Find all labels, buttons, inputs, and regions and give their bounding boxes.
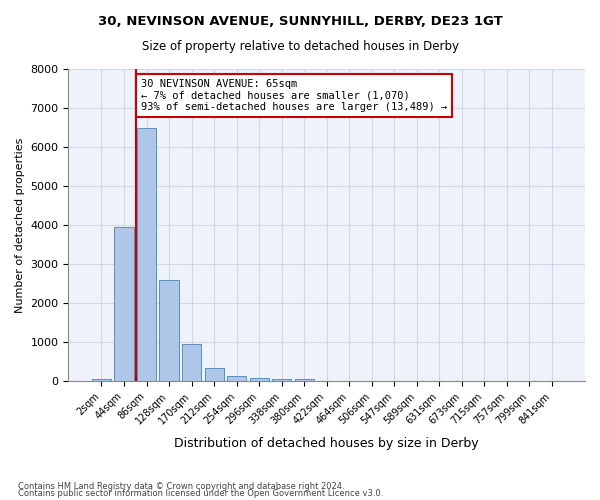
Text: Contains public sector information licensed under the Open Government Licence v3: Contains public sector information licen… <box>18 490 383 498</box>
Text: 30 NEVINSON AVENUE: 65sqm
← 7% of detached houses are smaller (1,070)
93% of sem: 30 NEVINSON AVENUE: 65sqm ← 7% of detach… <box>141 79 447 112</box>
Y-axis label: Number of detached properties: Number of detached properties <box>15 138 25 313</box>
Bar <box>295 379 314 381</box>
Bar <box>205 368 224 381</box>
Bar <box>227 376 246 381</box>
Bar <box>182 344 201 381</box>
Text: 30, NEVINSON AVENUE, SUNNYHILL, DERBY, DE23 1GT: 30, NEVINSON AVENUE, SUNNYHILL, DERBY, D… <box>98 15 502 28</box>
Bar <box>137 128 156 381</box>
Bar <box>160 280 179 381</box>
Text: Contains HM Land Registry data © Crown copyright and database right 2024.: Contains HM Land Registry data © Crown c… <box>18 482 344 491</box>
Bar <box>92 379 111 381</box>
X-axis label: Distribution of detached houses by size in Derby: Distribution of detached houses by size … <box>175 437 479 450</box>
Bar <box>115 227 134 381</box>
Bar <box>272 379 291 381</box>
Text: Size of property relative to detached houses in Derby: Size of property relative to detached ho… <box>142 40 458 53</box>
Bar <box>250 378 269 381</box>
